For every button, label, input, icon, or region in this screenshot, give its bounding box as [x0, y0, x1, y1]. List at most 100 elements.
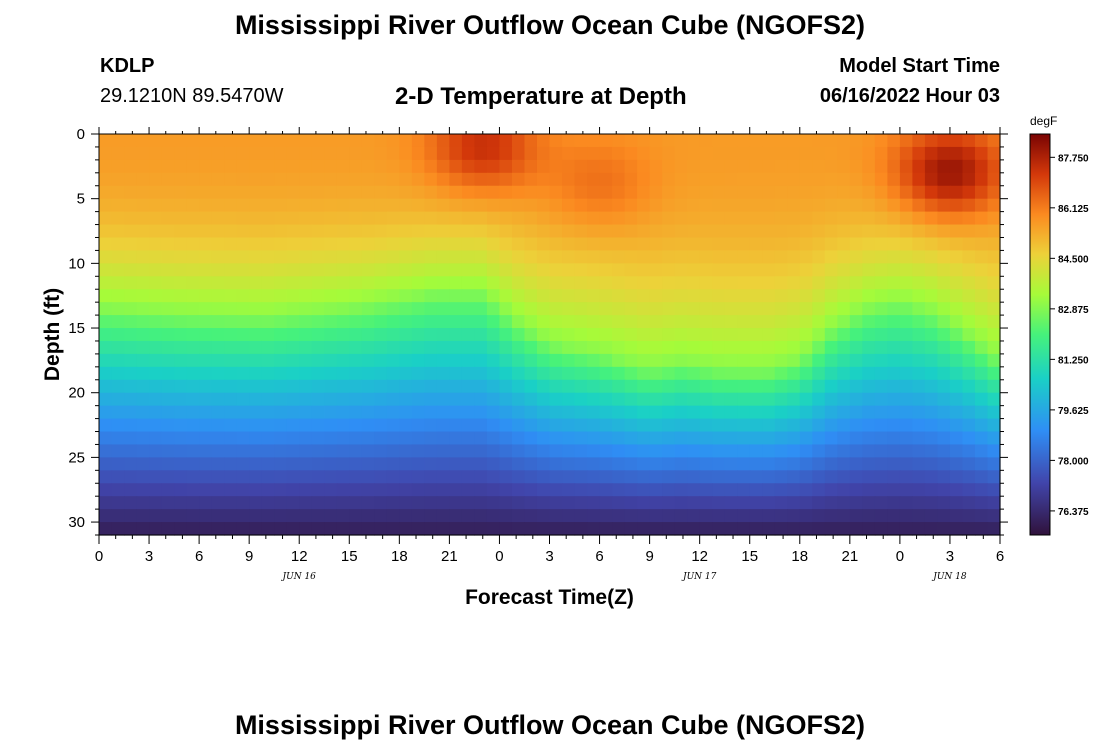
heatmap-cell	[812, 366, 826, 381]
heatmap-cell	[286, 263, 300, 277]
heatmap-cell	[336, 470, 350, 484]
heatmap-cell	[474, 185, 488, 200]
heatmap-cell	[374, 185, 388, 200]
heatmap-cell	[524, 289, 538, 303]
heatmap-cell	[411, 263, 425, 277]
heatmap-cell	[637, 470, 651, 484]
heatmap-cell	[499, 496, 513, 510]
heatmap-cell	[536, 431, 551, 446]
heatmap-cell	[599, 470, 613, 484]
heatmap-cell	[574, 340, 588, 355]
heatmap-cell	[812, 328, 826, 342]
heatmap-cell	[774, 483, 788, 497]
heatmap-cell	[787, 134, 801, 148]
heatmap-cell	[486, 146, 501, 161]
heatmap-cell	[274, 353, 288, 368]
heatmap-cell	[887, 483, 901, 497]
heatmap-cell	[199, 237, 213, 252]
heatmap-cell	[849, 353, 863, 368]
heatmap-cell	[699, 457, 713, 471]
heatmap-cell	[724, 172, 738, 187]
heatmap-cell	[224, 418, 238, 433]
heatmap-cell	[762, 263, 776, 277]
heatmap-cell	[299, 444, 313, 458]
heatmap-cell	[261, 483, 275, 497]
heatmap-cell	[649, 302, 663, 316]
heatmap-cell	[637, 509, 651, 523]
heatmap-cell	[699, 328, 713, 342]
heatmap-cell	[349, 392, 363, 407]
heatmap-cell	[499, 159, 513, 174]
heatmap-cell	[99, 159, 113, 174]
heatmap-cell	[261, 237, 275, 252]
heatmap-cell	[824, 353, 838, 368]
heatmap-cell	[161, 483, 175, 497]
heatmap-cell	[349, 198, 363, 213]
heatmap-cell	[862, 315, 876, 329]
heatmap-cell	[111, 289, 125, 303]
heatmap-cell	[374, 340, 388, 355]
heatmap-cell	[436, 405, 450, 420]
heatmap-cell	[186, 289, 200, 303]
x-date-label: JUN 18	[931, 572, 967, 582]
heatmap-cell	[174, 250, 188, 264]
heatmap-cell	[111, 211, 125, 226]
heatmap-cell	[587, 146, 601, 161]
heatmap-cell	[136, 146, 150, 161]
heatmap-cell	[399, 470, 413, 484]
heatmap-cell	[386, 328, 400, 342]
x-axis-title: Forecast Time(Z)	[465, 586, 634, 609]
heatmap-cell	[812, 224, 826, 239]
heatmap-cell	[824, 522, 838, 536]
heatmap-cell	[224, 444, 238, 458]
heatmap-cell	[199, 315, 213, 329]
heatmap-cell	[862, 159, 876, 174]
heatmap-cell	[99, 509, 113, 523]
heatmap-cell	[787, 405, 801, 420]
heatmap-cell	[774, 328, 788, 342]
heatmap-cell	[349, 379, 363, 394]
heatmap-cell	[624, 315, 638, 329]
heatmap-cell	[812, 250, 826, 264]
heatmap-cell	[887, 496, 901, 510]
heatmap-cell	[937, 159, 951, 174]
heatmap-cell	[286, 405, 300, 420]
heatmap-cell	[199, 379, 213, 394]
heatmap-cell	[286, 302, 300, 316]
heatmap-cell	[374, 237, 388, 252]
heatmap-cell	[124, 134, 138, 148]
heatmap-cell	[274, 340, 288, 355]
heatmap-cell	[749, 134, 763, 148]
heatmap-cell	[436, 366, 450, 381]
heatmap-cell	[574, 328, 588, 342]
heatmap-cell	[837, 250, 851, 264]
heatmap-cell	[862, 250, 876, 264]
heatmap-cell	[624, 276, 638, 290]
heatmap-cell	[261, 392, 275, 407]
heatmap-cell	[724, 496, 738, 510]
heatmap-cell	[286, 224, 300, 239]
heatmap-cell	[624, 146, 638, 161]
heatmap-cell	[261, 146, 275, 161]
heatmap-cell	[962, 146, 976, 161]
heatmap-cell	[774, 302, 788, 316]
heatmap-cell	[724, 340, 738, 355]
heatmap-cell	[411, 379, 425, 394]
heatmap-cell	[99, 146, 113, 161]
heatmap-cell	[624, 328, 638, 342]
heatmap-cell	[311, 224, 325, 239]
heatmap-cell	[361, 134, 375, 148]
heatmap-cell	[749, 457, 763, 471]
heatmap-cell	[662, 172, 676, 187]
heatmap-cell	[949, 146, 964, 161]
heatmap-cell	[987, 405, 1001, 420]
heatmap-cell	[499, 522, 513, 536]
station-coords: 29.1210N 89.5470W	[100, 85, 284, 107]
heatmap-cell	[849, 470, 863, 484]
heatmap-cell	[899, 418, 913, 433]
heatmap-cell	[899, 509, 913, 523]
heatmap-cell	[762, 146, 776, 161]
heatmap-cell	[799, 159, 813, 174]
heatmap-cell	[974, 250, 989, 264]
heatmap-cell	[224, 496, 238, 510]
